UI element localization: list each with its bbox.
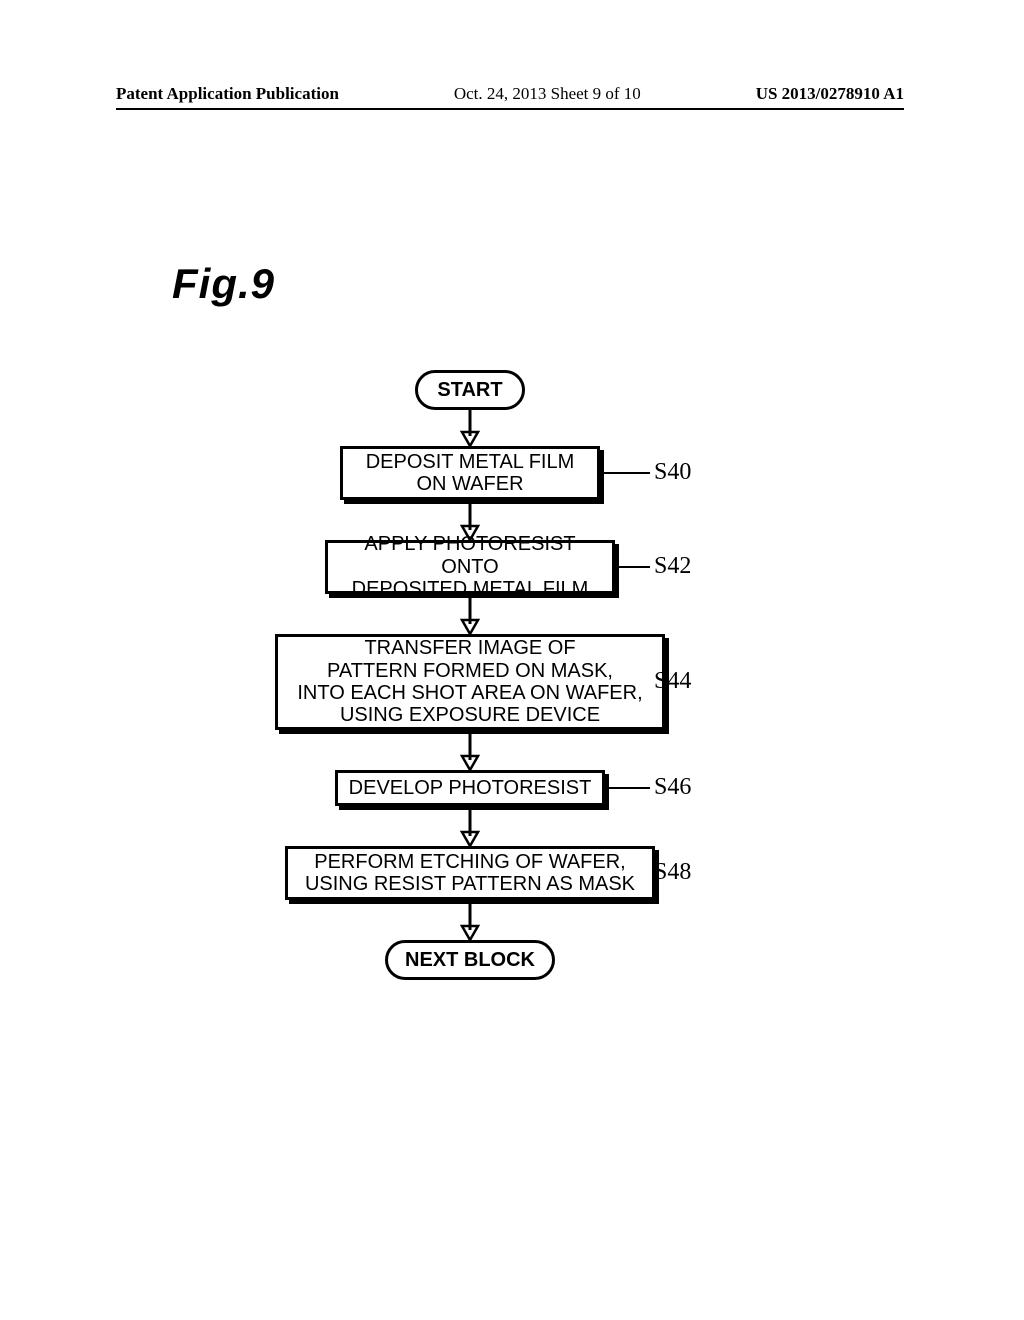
arrow-down-icon — [460, 598, 480, 634]
process-line: APPLY PHOTORESIST ONTO — [336, 533, 604, 578]
process-box-inner: APPLY PHOTORESIST ONTODEPOSITED METAL FI… — [325, 540, 615, 594]
step-label: S44 — [654, 668, 691, 695]
page: Patent Application Publication Oct. 24, … — [0, 0, 1024, 1320]
process-box: APPLY PHOTORESIST ONTODEPOSITED METAL FI… — [325, 540, 615, 594]
arrow-down-icon — [460, 904, 480, 940]
process-box: TRANSFER IMAGE OFPATTERN FORMED ON MASK,… — [275, 634, 665, 730]
header-left: Patent Application Publication — [116, 84, 339, 104]
process-line: PERFORM ETCHING OF WAFER, — [314, 851, 625, 873]
step-label: S46 — [654, 774, 691, 801]
process-box: DEVELOP PHOTORESIST — [335, 770, 605, 806]
process-line: PATTERN FORMED ON MASK, — [327, 660, 613, 682]
terminal-end: NEXT BLOCK — [385, 940, 555, 980]
process-line: USING RESIST PATTERN AS MASK — [305, 873, 635, 895]
arrow-down-icon — [460, 810, 480, 846]
step-label: S40 — [654, 459, 691, 486]
process-box-inner: DEPOSIT METAL FILMON WAFER — [340, 446, 600, 500]
leader-line — [604, 472, 650, 474]
process-line: TRANSFER IMAGE OF — [364, 637, 575, 659]
header-right: US 2013/0278910 A1 — [756, 84, 904, 104]
process-box-inner: PERFORM ETCHING OF WAFER,USING RESIST PA… — [285, 846, 655, 900]
process-box-inner: TRANSFER IMAGE OFPATTERN FORMED ON MASK,… — [275, 634, 665, 730]
arrow-down-icon — [460, 734, 480, 770]
process-line: INTO EACH SHOT AREA ON WAFER, — [297, 682, 642, 704]
process-line: ON WAFER — [416, 473, 523, 495]
step-label: S42 — [654, 553, 691, 580]
process-line: USING EXPOSURE DEVICE — [340, 704, 600, 726]
arrow-down-icon — [460, 410, 480, 446]
process-box-inner: DEVELOP PHOTORESIST — [335, 770, 605, 806]
header-rule — [116, 108, 904, 110]
terminal-start: START — [415, 370, 525, 410]
figure-label: Fig.9 — [172, 260, 275, 308]
step-label: S48 — [654, 859, 691, 886]
header-mid: Oct. 24, 2013 Sheet 9 of 10 — [454, 84, 641, 104]
leader-line — [609, 787, 650, 789]
leader-line — [619, 566, 650, 568]
process-line: DEVELOP PHOTORESIST — [349, 777, 592, 799]
process-box: PERFORM ETCHING OF WAFER,USING RESIST PA… — [285, 846, 655, 900]
process-line: DEPOSIT METAL FILM — [366, 451, 575, 473]
page-header: Patent Application Publication Oct. 24, … — [116, 84, 904, 104]
process-box: DEPOSIT METAL FILMON WAFER — [340, 446, 600, 500]
